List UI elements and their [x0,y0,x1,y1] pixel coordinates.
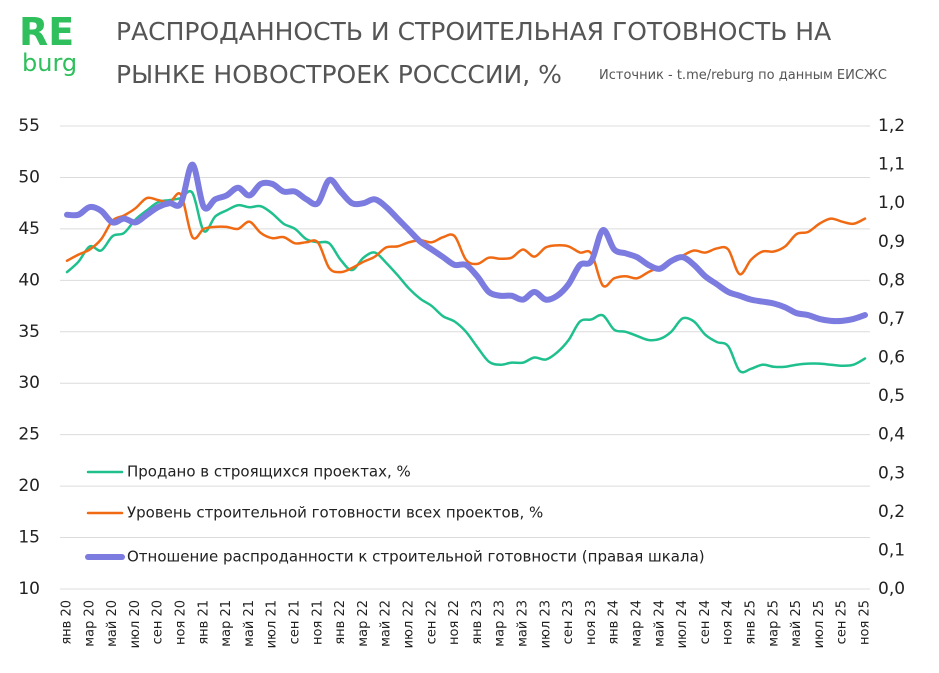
y-tick-label: 20 [18,476,40,496]
y-tick-label: 40 [18,270,40,290]
x-tick-label: июл 24 [675,600,690,648]
x-tick-label: мар 21 [219,600,234,647]
x-tick-label: ноя 20 [174,600,189,645]
series-line [64,161,868,325]
x-tick-label: янв 22 [333,600,348,645]
x-tick-label: май 22 [379,600,394,647]
series-line [65,189,867,374]
x-tick-label: июл 21 [265,600,280,648]
x-tick-label: янв 25 [744,600,759,645]
legend-label: Отношение распроданности к строительной … [127,548,705,566]
x-tick-label: сен 25 [835,600,850,644]
y2-tick-label: 0,1 [878,540,905,560]
x-tick-label: май 25 [789,600,804,647]
y2-tick-label: 1,0 [878,193,905,213]
x-tick-label: мар 23 [493,600,508,647]
source: Источник - t.me/reburg по данным ЕИСЖС [599,68,887,83]
x-tick-label: сен 22 [424,600,439,644]
y2-tick-label: 0,0 [878,579,905,599]
legend-label: Продано в строящихся проектах, % [127,463,411,481]
x-tick-label: ноя 21 [310,600,325,645]
x-tick-label: июл 20 [128,600,143,648]
logo: RE [19,10,75,54]
x-tick-label: сен 24 [698,600,713,644]
chart-title: РАСПРОДАННОСТЬ И СТРОИТЕЛЬНАЯ ГОТОВНОСТЬ… [116,17,832,89]
x-tick-label: янв 23 [470,600,485,645]
y2-tick-label: 0,4 [878,425,905,445]
y-tick-label: 10 [18,579,40,599]
y-tick-label: 25 [18,425,40,445]
x-tick-label: июл 25 [812,600,827,648]
y2-tick-label: 0,9 [878,232,905,252]
x-tick-label: июл 22 [402,600,417,648]
y2-tick-label: 0,6 [878,348,905,368]
x-tick-label: мар 20 [82,600,97,647]
x-tick-label: ноя 24 [721,600,736,645]
x-tick-label: сен 20 [151,600,166,644]
y2-tick-label: 0,2 [878,502,905,522]
logo: burg [22,49,78,77]
x-tick-label: июл 23 [538,600,553,648]
x-tick-label: мар 24 [630,600,645,647]
y-tick-label: 45 [18,219,40,239]
x-tick-label: мар 22 [356,600,371,647]
x-tick-label: янв 24 [607,600,622,645]
x-tick-label: сен 23 [561,600,576,644]
y2-tick-label: 0,7 [878,309,905,329]
x-tick-label: мар 25 [766,600,781,647]
y-tick-label: 35 [18,322,40,342]
legend-label: Уровень строительной готовности всех про… [127,504,543,522]
x-tick-label: май 21 [242,600,257,647]
series-line [65,192,867,288]
y2-tick-label: 0,8 [878,270,905,290]
x-tick-label: янв 21 [196,600,211,645]
x-tick-label: май 24 [652,600,667,647]
y2-tick-label: 1,2 [878,116,905,136]
x-tick-label: сен 21 [288,600,303,644]
x-tick-label: ноя 25 [858,600,873,645]
y2-tick-label: 0,5 [878,386,905,406]
x-tick-label: ноя 23 [584,600,599,645]
x-tick-label: май 20 [105,600,120,647]
x-tick-label: янв 20 [60,600,75,645]
y-tick-label: 50 [18,167,40,187]
y2-tick-label: 0,3 [878,463,905,483]
y-tick-label: 15 [18,528,40,548]
y-tick-label: 55 [18,116,40,136]
x-tick-label: ноя 22 [447,600,462,645]
x-tick-label: май 23 [516,600,531,647]
y-tick-label: 30 [18,373,40,393]
y2-tick-label: 1,1 [878,155,905,175]
